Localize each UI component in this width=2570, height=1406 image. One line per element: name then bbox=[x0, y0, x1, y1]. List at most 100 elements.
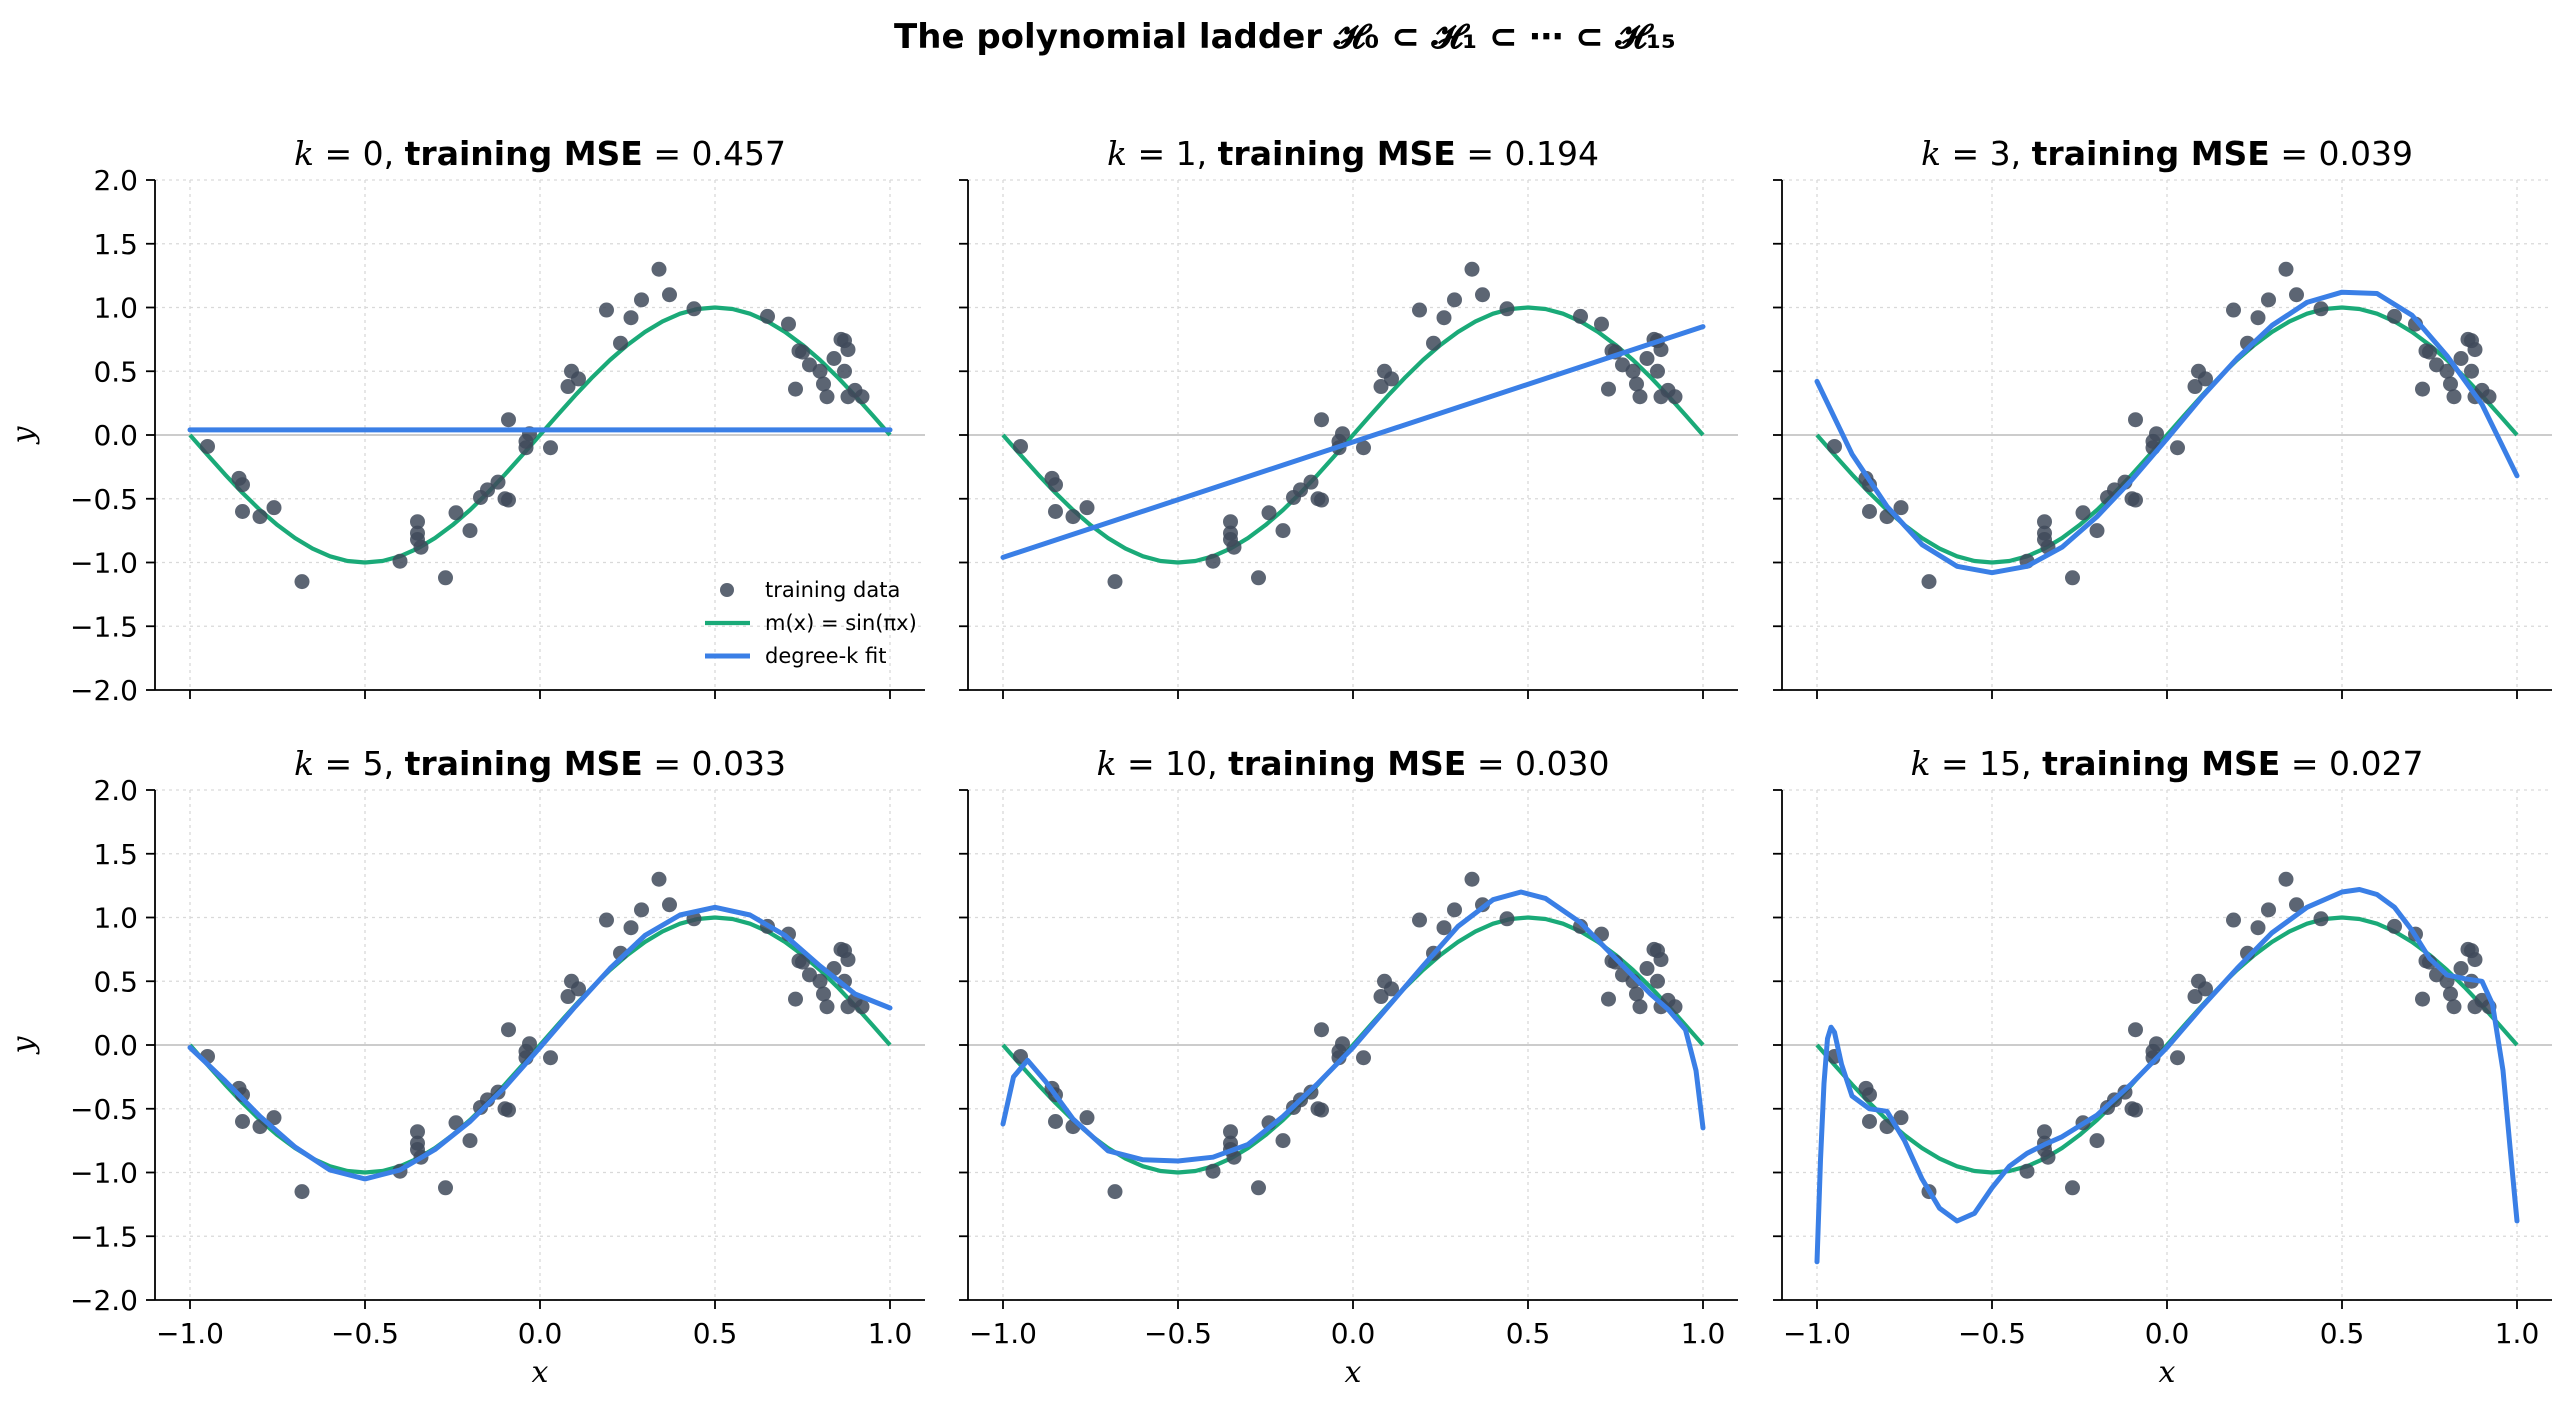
training-point bbox=[662, 287, 677, 303]
panel-title: k = 15, training MSE = 0.027 bbox=[1911, 744, 2424, 783]
training-point bbox=[560, 989, 576, 1005]
training-point bbox=[1275, 523, 1291, 539]
title-k-value: = 5, bbox=[314, 744, 405, 783]
title-k-value: = 0, bbox=[314, 134, 405, 173]
training-point bbox=[1251, 570, 1266, 586]
training-point bbox=[2170, 1050, 2185, 1066]
training-point bbox=[623, 920, 639, 936]
training-point bbox=[2387, 918, 2402, 934]
training-point bbox=[599, 302, 614, 318]
x-tick-label: 1.0 bbox=[868, 1317, 913, 1350]
training-point bbox=[1261, 505, 1277, 521]
y-tick-label: 1.0 bbox=[93, 902, 138, 935]
training-point bbox=[1653, 342, 1669, 358]
training-point bbox=[2187, 989, 2203, 1005]
training-point bbox=[1499, 301, 1515, 317]
title-mse-label: training MSE bbox=[405, 744, 643, 783]
training-point bbox=[266, 500, 282, 516]
training-point bbox=[2149, 1036, 2164, 1052]
training-point bbox=[1639, 351, 1655, 366]
training-point bbox=[571, 981, 586, 997]
training-point bbox=[1650, 973, 1665, 989]
training-point bbox=[837, 363, 852, 379]
training-point bbox=[812, 973, 828, 989]
training-point bbox=[1205, 553, 1221, 569]
training-point bbox=[2128, 1102, 2143, 1118]
panel-k15: −1.0 −0.5 0.0 0.5 1.0 x k = 15, training MSE =… bbox=[1773, 744, 2552, 1390]
training-point bbox=[1314, 1022, 1329, 1038]
training-point bbox=[200, 438, 215, 454]
training-point bbox=[1048, 477, 1063, 493]
training-point bbox=[1879, 1119, 1895, 1135]
training-point bbox=[1205, 1163, 1221, 1179]
training-point bbox=[1893, 500, 1909, 516]
title-mse-value: = 0.027 bbox=[2280, 744, 2423, 783]
y-axis-label: y bbox=[6, 1035, 41, 1055]
training-point bbox=[795, 954, 810, 970]
y-tick-label: −0.5 bbox=[70, 483, 138, 516]
training-point bbox=[462, 1133, 478, 1149]
training-point bbox=[1499, 911, 1515, 927]
training-point bbox=[2313, 911, 2329, 927]
training-point bbox=[2037, 1124, 2052, 1140]
true-function-line bbox=[188, 305, 892, 565]
training-point bbox=[392, 553, 408, 569]
training-point bbox=[1013, 1048, 1028, 1064]
title-mse-value: = 0.457 bbox=[643, 134, 786, 173]
y-tick-label: 0.5 bbox=[93, 965, 138, 998]
title-k-symbol: k bbox=[1097, 744, 1117, 783]
training-point bbox=[819, 999, 835, 1015]
title-k-value: = 15, bbox=[1931, 744, 2043, 783]
training-point bbox=[2415, 991, 2430, 1007]
training-point bbox=[1251, 1180, 1266, 1196]
training-point bbox=[2261, 292, 2276, 308]
title-k-symbol: k bbox=[294, 744, 314, 783]
panel-title: k = 1, training MSE = 0.194 bbox=[1107, 134, 1599, 173]
panel-k3: k = 3, training MSE = 0.039 bbox=[1773, 134, 2552, 699]
title-k-symbol: k bbox=[1107, 134, 1127, 173]
x-tick-label: 0.5 bbox=[693, 1317, 738, 1350]
training-point bbox=[462, 523, 478, 539]
training-point bbox=[1447, 292, 1462, 308]
y-tick-label: −2.0 bbox=[70, 1284, 138, 1317]
training-point bbox=[1303, 474, 1319, 490]
training-point bbox=[2422, 954, 2437, 970]
x-tick-label: 0.5 bbox=[1506, 1317, 1551, 1350]
y-tick-label: 2.0 bbox=[93, 774, 138, 807]
y-tick-label: −1.0 bbox=[70, 1157, 138, 1190]
training-point bbox=[501, 492, 516, 508]
training-point bbox=[2422, 344, 2437, 360]
y-tick-label: 0.5 bbox=[93, 355, 138, 388]
title-mse-value: = 0.033 bbox=[643, 744, 786, 783]
figure-title: The polynomial ladder 𝓗₀ ⊂ 𝓗₁ ⊂ ⋯ ⊂ 𝓗₁₅ bbox=[894, 17, 1676, 57]
training-point bbox=[812, 363, 828, 379]
training-point bbox=[294, 1184, 310, 1200]
training-point bbox=[2226, 912, 2241, 928]
title-k-value: = 3, bbox=[1941, 134, 2032, 173]
training-point bbox=[1464, 871, 1480, 887]
training-point bbox=[2250, 310, 2266, 326]
training-point bbox=[522, 1036, 537, 1052]
training-point bbox=[1065, 509, 1081, 525]
training-point bbox=[252, 509, 268, 525]
training-point bbox=[1013, 438, 1028, 454]
training-point bbox=[816, 986, 831, 1002]
legend: training data m(x) = sin(πx) degree-k fit bbox=[705, 578, 917, 668]
training-point bbox=[788, 381, 803, 397]
training-point bbox=[1426, 335, 1441, 351]
training-point bbox=[2313, 301, 2329, 317]
y-tick-label: 0.0 bbox=[93, 419, 138, 452]
title-k-symbol: k bbox=[294, 134, 314, 173]
training-point bbox=[2128, 492, 2143, 508]
training-point bbox=[1436, 310, 1452, 326]
training-point bbox=[1436, 920, 1452, 936]
training-point bbox=[2019, 1163, 2035, 1179]
training-point bbox=[1335, 426, 1350, 442]
training-point bbox=[1223, 1124, 1238, 1140]
legend-marker-points bbox=[720, 583, 734, 597]
panels: −2.0 −1.5 −1.0 −0.5 0.0 0.5 1.0 1.5 2.0 y k = 0, t… bbox=[6, 134, 2552, 1390]
training-point bbox=[634, 902, 649, 918]
x-tick-label: −0.5 bbox=[1144, 1317, 1212, 1350]
training-point bbox=[781, 316, 796, 332]
x-tick-label: 1.0 bbox=[2495, 1317, 2540, 1350]
